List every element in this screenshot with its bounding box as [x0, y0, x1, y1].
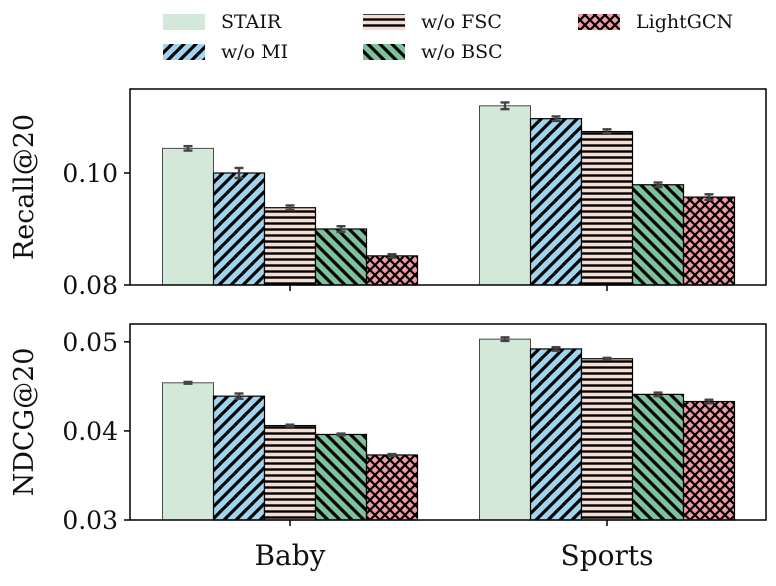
errorbar-ndcg-20-baby-stair — [183, 380, 193, 385]
bar-ndcg-20-sports-lightgcn — [682, 400, 736, 521]
bar-recall-20-baby-stair — [162, 147, 214, 286]
errorbar-recall-20-sports-w-o-fsc — [602, 128, 612, 136]
legend-label-w-o-fsc: w/o FSC — [421, 11, 502, 33]
legend-label-w-o-mi: w/o MI — [221, 41, 288, 63]
bar-recall-20-baby-w-o-mi — [212, 172, 266, 286]
errorbar-ndcg-20-baby-lightgcn — [387, 452, 397, 458]
legend-swatch-w-o-mi — [163, 44, 205, 60]
bar-ndcg-20-sports-w-o-mi — [529, 348, 583, 521]
errorbar-ndcg-20-sports-w-o-mi — [551, 345, 561, 352]
bar-ndcg-20-baby-w-o-bsc — [314, 433, 368, 521]
errorbar-ndcg-20-sports-lightgcn — [704, 398, 714, 405]
bar-recall-20-baby-lightgcn — [365, 255, 419, 286]
bar-recall-20-baby-w-o-bsc — [314, 228, 368, 286]
bar-ndcg-20-sports-w-o-bsc — [631, 393, 685, 521]
legend-item-w-o-bsc: w/o BSC — [363, 41, 503, 63]
errorbar-recall-20-baby-w-o-bsc — [336, 224, 346, 234]
legend-label-w-o-bsc: w/o BSC — [421, 41, 503, 63]
bar-ndcg-20-sports-w-o-fsc — [580, 358, 634, 521]
legend-item-w-o-mi: w/o MI — [163, 41, 288, 63]
errorbar-recall-20-baby-stair — [183, 144, 193, 152]
panels: 0.08 0.10 Recall@20 0.03 0.04 0.05 NDCG@20 Baby… — [9, 88, 767, 572]
bar-ndcg-20-baby-stair — [162, 382, 214, 521]
ytick-label-ndcg-20-1: 0.04 — [62, 417, 118, 446]
errorbar-ndcg-20-sports-stair — [500, 336, 510, 343]
legend-swatch-w-o-bsc — [363, 44, 405, 60]
legend-item-lightgcn: LightGCN — [578, 11, 733, 33]
ytick-label-recall-20-0: 0.08 — [62, 271, 118, 300]
errorbar-ndcg-20-baby-w-o-mi — [234, 392, 244, 401]
ylabel-ndcg-20: NDCG@20 — [9, 348, 40, 497]
errorbar-recall-20-sports-stair — [500, 101, 510, 111]
bar-ndcg-20-baby-lightgcn — [365, 454, 419, 521]
ytick-label-recall-20-1: 0.10 — [62, 159, 118, 188]
bar-recall-20-baby-w-o-fsc — [263, 207, 317, 286]
bar-recall-20-sports-w-o-mi — [529, 118, 583, 286]
errorbar-recall-20-baby-lightgcn — [387, 252, 397, 259]
errorbar-ndcg-20-baby-w-o-bsc — [336, 432, 346, 437]
legend-label-stair: STAIR — [221, 11, 282, 33]
legend-item-w-o-fsc: w/o FSC — [363, 11, 502, 33]
errorbar-ndcg-20-sports-w-o-fsc — [602, 356, 612, 361]
errorbar-recall-20-baby-w-o-mi — [234, 166, 244, 180]
errorbar-recall-20-baby-w-o-fsc — [285, 204, 295, 212]
errorbar-ndcg-20-sports-w-o-bsc — [653, 391, 663, 398]
bar-ndcg-20-baby-w-o-mi — [212, 395, 266, 521]
errorbar-recall-20-sports-lightgcn — [704, 193, 714, 202]
ylabel-recall-20: Recall@20 — [9, 114, 40, 260]
legend-label-lightgcn: LightGCN — [636, 11, 733, 33]
errorbar-recall-20-sports-w-o-mi — [551, 115, 561, 123]
panel-recall-20: 0.08 0.10 Recall@20 — [9, 88, 767, 300]
ytick-label-ndcg-20-2: 0.05 — [62, 328, 118, 357]
legend-item-stair: STAIR — [163, 11, 282, 33]
errorbar-ndcg-20-baby-w-o-fsc — [285, 423, 295, 428]
axes-frame-recall-20 — [129, 88, 767, 286]
ytick-label-ndcg-20-0: 0.03 — [62, 506, 118, 535]
bar-recall-20-sports-stair — [479, 105, 531, 286]
legend-swatch-w-o-fsc — [363, 14, 405, 30]
panel-ndcg-20: 0.03 0.04 0.05 NDCG@20 Baby Sports — [9, 323, 767, 572]
xtick-label-sports: Sports — [561, 539, 654, 572]
bar-recall-20-sports-w-o-bsc — [631, 184, 685, 286]
xtick-label-baby: Baby — [254, 539, 325, 572]
bar-ndcg-20-baby-w-o-fsc — [263, 424, 317, 521]
errorbar-recall-20-sports-w-o-bsc — [653, 181, 663, 189]
axes-frame-ndcg-20 — [129, 323, 767, 521]
legend: STAIR w/o MI w/o FSC w/o BSC LightGCN — [163, 11, 733, 63]
legend-swatch-stair — [163, 14, 205, 30]
bar-recall-20-sports-w-o-fsc — [580, 130, 634, 286]
bar-ndcg-20-sports-stair — [479, 338, 531, 521]
bar-recall-20-sports-lightgcn — [682, 196, 736, 286]
legend-swatch-lightgcn — [578, 14, 620, 30]
